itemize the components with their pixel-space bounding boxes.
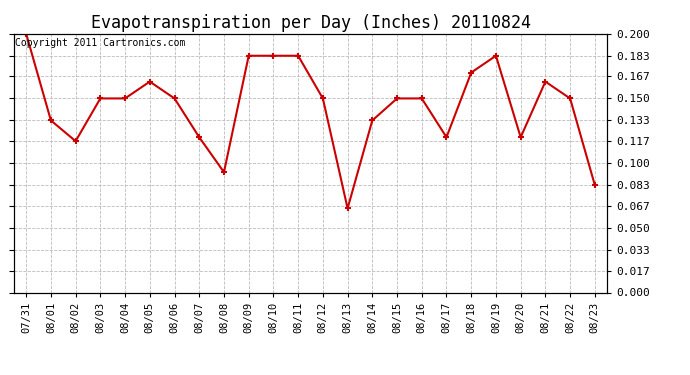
Text: Copyright 2011 Cartronics.com: Copyright 2011 Cartronics.com	[15, 38, 186, 48]
Title: Evapotranspiration per Day (Inches) 20110824: Evapotranspiration per Day (Inches) 2011…	[90, 14, 531, 32]
